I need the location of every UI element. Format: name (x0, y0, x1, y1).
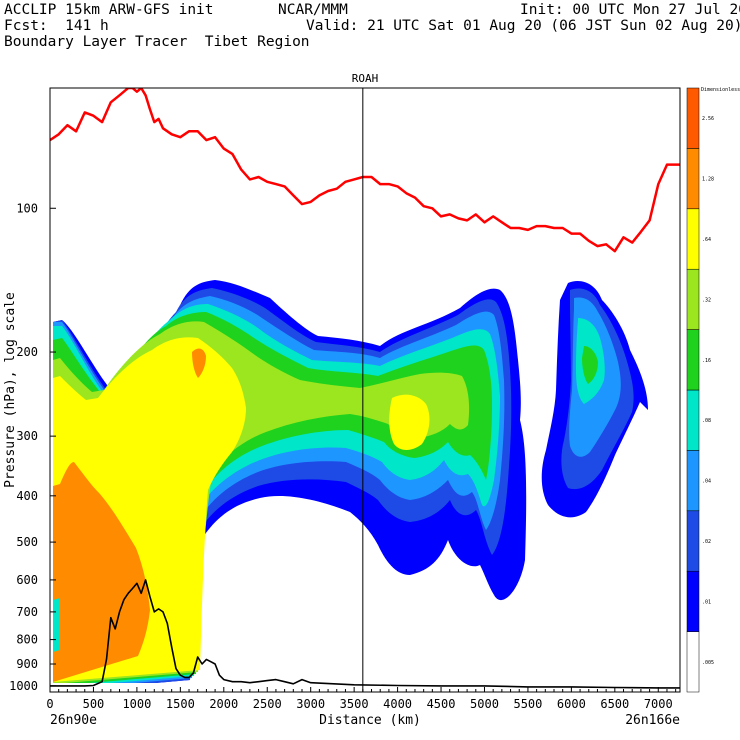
colorbar-swatch (686, 389, 700, 451)
colorbar-swatch (686, 329, 700, 391)
y-tick-label: 500 (16, 535, 38, 549)
x-tick-label: 1500 (166, 697, 195, 711)
x-tick-label: 4000 (383, 697, 412, 711)
y-tick-label: 800 (16, 633, 38, 647)
colorbar-label: .005 (702, 660, 714, 666)
x-tick-label: 3500 (340, 697, 369, 711)
y-tick-label: 400 (16, 489, 38, 503)
tracer-level-2-56-lowcolumn (53, 598, 60, 652)
colorbar-label: 2.56 (702, 116, 714, 122)
colorbar-swatch (686, 510, 700, 572)
x-tick-label: 1000 (122, 697, 151, 711)
tracer-contours (53, 280, 648, 692)
colorbar-swatch (686, 631, 700, 693)
header-line1-left: ACCLIP 15km ARW-GFS init (4, 2, 214, 18)
header-line3-left: Boundary Layer Tracer Tibet Region (4, 34, 310, 50)
header-line2-right: Valid: 21 UTC Sat 01 Aug 20 (06 JST Sun … (306, 18, 740, 34)
endpoint-right-label: 26n166e (625, 713, 680, 728)
y-tick-label: 100 (16, 201, 38, 215)
colorbar-swatch (686, 87, 700, 149)
x-axis-label: Distance (km) (319, 713, 421, 728)
tracer-level-0-16-east (582, 346, 598, 384)
endpoint-left-label: 26n90e (50, 713, 97, 728)
y-tick-label: 600 (16, 573, 38, 587)
y-tick-label: 700 (16, 605, 38, 619)
y-axis-label: Pressure (hPa), log scale (3, 292, 18, 488)
y-tick-label: 300 (16, 429, 38, 443)
x-tick-label: 7000 (644, 697, 673, 711)
x-tick-label: 3000 (296, 697, 325, 711)
terrain-line (50, 579, 680, 689)
x-tick-label: 2500 (253, 697, 282, 711)
header-line1-mid: NCAR/MMM (278, 2, 348, 18)
series-layer (50, 88, 680, 689)
x-tick-label: 0 (46, 697, 53, 711)
colorbar-swatch (686, 208, 700, 270)
colorbar-label: .08 (702, 418, 711, 424)
colorbar-label: .02 (702, 539, 711, 545)
colorbar-label: 1.28 (702, 177, 714, 183)
header-line1-right: Init: 00 UTC Mon 27 Jul 20 (520, 2, 740, 18)
y-axis: 100 200 300 400 500 600 700 800 900 1000 (9, 201, 56, 693)
y-tick-label: 1000 (9, 679, 38, 693)
colorbar-swatch (686, 570, 700, 632)
colorbar-swatch (686, 148, 700, 210)
tracer-level-1-28 (53, 348, 206, 682)
x-tick-label: 500 (83, 697, 105, 711)
x-tick-label: 2000 (209, 697, 238, 711)
header-line2-left: Fcst: 141 h (4, 18, 109, 34)
colorbar-swatch (686, 268, 700, 330)
colorbar: .005 .01 .02 .04 .08 .16 .32 .64 1.28 2.56 Dimensi… (686, 87, 740, 693)
x-tick-label: 6500 (600, 697, 629, 711)
y-tick-label: 900 (16, 657, 38, 671)
x-tick-label: 5500 (513, 697, 542, 711)
colorbar-label: .04 (702, 479, 711, 485)
x-axis: 0 500 1000 1500 2000 2500 3000 3500 4000 4500 5000… (46, 687, 677, 711)
x-tick-label: 4500 (427, 697, 456, 711)
x-tick-label: 6000 (557, 697, 586, 711)
colorbar-label: .01 (702, 599, 711, 605)
colorbar-label: .32 (702, 297, 711, 303)
colorbar-label: .64 (702, 237, 711, 243)
colorbar-title: Dimensionless (701, 87, 740, 93)
tropopause-line (50, 88, 680, 253)
y-tick-label: 200 (16, 345, 38, 359)
chart-subtitle: ROAH (352, 72, 379, 85)
terrain-mask (50, 683, 680, 692)
colorbar-swatch (686, 450, 700, 512)
x-tick-label: 5000 (470, 697, 499, 711)
colorbar-label: .16 (702, 358, 711, 364)
plot-frame (49, 87, 681, 693)
